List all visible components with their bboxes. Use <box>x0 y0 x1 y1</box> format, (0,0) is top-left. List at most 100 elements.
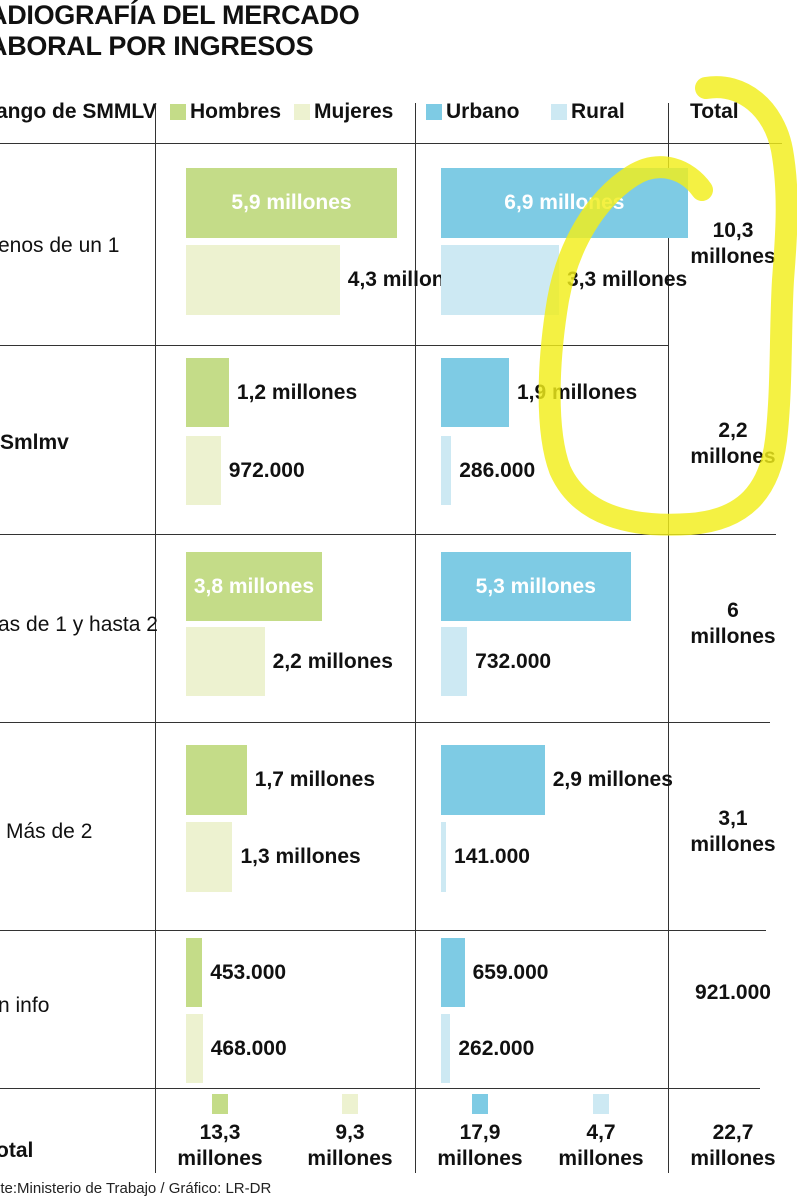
totals-row-label: otal <box>0 1139 34 1162</box>
total-mujeres: 9,3 millones <box>295 1120 405 1172</box>
data-label-hombres-row-2: 1,2 millones <box>236 380 358 404</box>
row-total-2-value: 2,2 <box>718 419 748 442</box>
title-line-1: ADIOGRAFÍA DEL MERCADO <box>0 0 360 30</box>
header-total: Total <box>690 100 739 123</box>
data-label-mujeres-row-3: 2,2 millones <box>272 649 393 673</box>
row-total-1: 10,3 millones <box>670 218 796 270</box>
row-total-3: 6 millones <box>670 598 796 650</box>
row-label-1: enos de un 1 <box>0 234 120 257</box>
data-label-mujeres-row-2: 972.000 <box>228 458 305 482</box>
bar-mujeres-row-4 <box>186 822 233 892</box>
legend-swatch-hombres <box>170 104 186 120</box>
legend-rural: Rural <box>571 100 625 123</box>
grid-vline-3 <box>668 143 669 1173</box>
grid-hline-0 <box>0 143 782 144</box>
total-swatch-mujeres <box>342 1094 358 1114</box>
row-total-3-value: 6 <box>727 599 739 622</box>
grand-total: 22,7 millones <box>670 1120 796 1172</box>
legend-swatch-mujeres <box>294 104 310 120</box>
data-label-hombres-row-1: 5,9 millones <box>231 191 352 214</box>
row-label-4: Más de 2 <box>6 820 93 843</box>
row-total-5-value: 921.000 <box>695 981 771 1004</box>
grand-total-value: 22,7 <box>712 1121 754 1144</box>
data-label-mujeres-row-5: 468.000 <box>210 1036 287 1060</box>
header-divider-3 <box>668 103 669 143</box>
grand-total-unit: millones <box>690 1147 776 1170</box>
row-total-1-unit: millones <box>690 245 776 268</box>
total-rural-value: 4,7 <box>586 1121 616 1144</box>
header-range: ango de SMMLV <box>0 100 157 123</box>
header-divider-2 <box>415 103 416 143</box>
data-label-hombres-row-4: 1,7 millones <box>254 768 375 791</box>
bar-urbano-row-4 <box>441 745 545 815</box>
bar-hombres-row-4 <box>186 745 247 815</box>
data-label-mujeres-row-4: 1,3 millones <box>240 845 361 868</box>
grid-hline-4 <box>0 930 766 931</box>
bar-mujeres-row-1 <box>186 245 340 315</box>
bar-mujeres-row-5 <box>186 1014 203 1083</box>
total-mujeres-unit: millones <box>307 1147 393 1170</box>
grid-hline-2 <box>0 534 776 535</box>
data-label-hombres-row-5: 453.000 <box>210 960 287 984</box>
data-label-urbano-row-1: 6,9 millones <box>504 191 625 214</box>
row-total-2: 2,2 millones <box>670 418 796 470</box>
total-rural: 4,7 millones <box>546 1120 656 1172</box>
row-label-3: as de 1 y hasta 2 <box>0 613 158 636</box>
row-total-1-value: 10,3 <box>712 219 754 242</box>
bar-mujeres-row-2 <box>186 436 221 505</box>
bar-urbano-row-5 <box>441 938 465 1007</box>
data-label-rural-row-3: 732.000 <box>475 649 552 673</box>
data-label-mujeres-row-1: 4,3 millones <box>347 268 468 291</box>
grid-vline-1 <box>155 143 156 1173</box>
data-label-urbano-row-5: 659.000 <box>472 960 549 984</box>
data-label-urbano-row-4: 2,9 millones <box>552 768 673 791</box>
total-swatch-hombres <box>212 1094 228 1114</box>
bar-mujeres-row-3 <box>186 627 265 696</box>
data-label-rural-row-5: 262.000 <box>458 1036 535 1060</box>
bar-hombres-row-5 <box>186 938 203 1007</box>
grid-vline-2 <box>415 143 416 1173</box>
total-hombres-value: 13,3 <box>199 1121 241 1144</box>
total-hombres-unit: millones <box>177 1147 263 1170</box>
bar-hombres-row-2 <box>186 358 229 427</box>
total-mujeres-value: 9,3 <box>335 1121 365 1144</box>
bar-rural-row-5 <box>441 1014 451 1083</box>
total-hombres: 13,3 millones <box>165 1120 275 1172</box>
total-swatch-urbano <box>472 1094 488 1114</box>
row-total-4: 3,1 millones <box>670 806 796 858</box>
row-total-4-unit: millones <box>690 833 776 856</box>
title-line-2: ABORAL POR INGRESOS <box>0 31 314 61</box>
grid-hline-3 <box>0 722 770 723</box>
bar-hombres-row-1 <box>186 168 397 238</box>
bar-rural-row-3 <box>441 627 468 696</box>
row-total-3-unit: millones <box>690 625 776 648</box>
total-rural-unit: millones <box>558 1147 644 1170</box>
bar-rural-row-1 <box>441 245 560 315</box>
row-total-5: 921.000 <box>670 980 796 1006</box>
bar-rural-row-4 <box>441 822 447 892</box>
row-total-4-value: 3,1 <box>718 807 748 830</box>
data-label-urbano-row-2: 1,9 millones <box>516 380 638 404</box>
legend-swatch-rural <box>551 104 567 120</box>
legend-urbano: Urbano <box>446 100 520 123</box>
source-note: nte:Ministerio de Trabajo / Gráfico: LR-… <box>0 1180 272 1197</box>
data-label-rural-row-1: 3,3 millones <box>567 268 688 291</box>
row-label-2: Smlmv <box>0 431 69 454</box>
row-total-2-unit: millones <box>690 445 776 468</box>
total-urbano: 17,9 millones <box>425 1120 535 1172</box>
data-label-rural-row-4: 141.000 <box>454 845 530 868</box>
chart-title: ADIOGRAFÍA DEL MERCADO ABORAL POR INGRES… <box>0 0 360 62</box>
grid-hline-1 <box>0 345 668 346</box>
legend-hombres: Hombres <box>190 100 282 123</box>
total-swatch-rural <box>593 1094 609 1114</box>
data-label-urbano-row-3: 5,3 millones <box>475 574 596 598</box>
legend-mujeres: Mujeres <box>314 100 394 123</box>
total-urbano-value: 17,9 <box>459 1121 501 1144</box>
grid-hline-5 <box>0 1088 760 1089</box>
bar-hombres-row-3 <box>186 552 322 621</box>
header-divider-1 <box>155 103 156 143</box>
bar-rural-row-2 <box>441 436 452 505</box>
bar-urbano-row-3 <box>441 552 631 621</box>
bar-urbano-row-2 <box>441 358 509 427</box>
total-urbano-unit: millones <box>437 1147 523 1170</box>
